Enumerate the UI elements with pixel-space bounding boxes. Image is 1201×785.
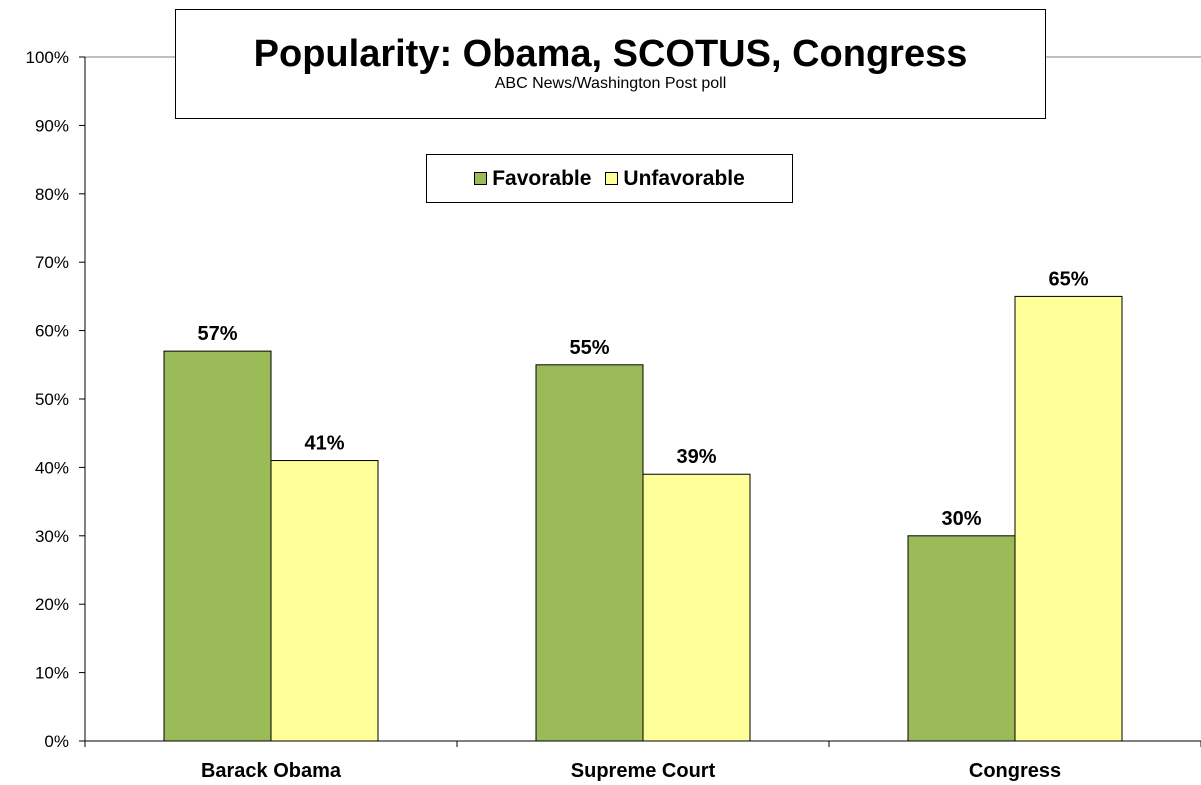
y-tick-label: 30% <box>35 527 69 546</box>
bar-unfavorable <box>1014 295 1123 742</box>
data-label: 30% <box>941 508 981 530</box>
bar-unfavorable <box>642 473 751 742</box>
y-tick-label: 40% <box>35 458 69 477</box>
chart-subtitle: ABC News/Washington Post poll <box>494 75 727 92</box>
x-category-label: Congress <box>969 760 1061 782</box>
legend-item-unfavorable: Unfavorable <box>605 166 745 191</box>
title-box: Popularity: Obama, SCOTUS, Congress ABC … <box>175 9 1046 119</box>
y-tick-label: 100% <box>26 48 69 67</box>
bar-unfavorable <box>270 460 379 742</box>
legend-swatch-favorable <box>474 172 488 185</box>
legend-item-favorable: Favorable <box>474 167 591 191</box>
chart-title: Popularity: Obama, SCOTUS, Congress <box>253 33 968 75</box>
legend-label-unfavorable: Unfavorable <box>623 166 745 190</box>
y-tick-label: 50% <box>35 390 69 409</box>
x-axis-ticks: Barack Obama Supreme Court Congress <box>84 741 1201 782</box>
legend-swatch-unfavorable <box>605 172 619 185</box>
data-label: 55% <box>569 337 609 359</box>
data-label: 41% <box>304 433 344 455</box>
y-axis-ticks: 0% 10% 20% 30% 40% 50% 60% 70% 80% 90% 100% <box>26 48 85 751</box>
data-label: 39% <box>676 446 716 468</box>
y-tick-label: 60% <box>35 322 69 341</box>
y-tick-label: 70% <box>35 253 69 272</box>
legend: Favorable Unfavorable <box>426 154 793 203</box>
legend-label-favorable: Favorable <box>492 166 592 190</box>
x-category-label: Supreme Court <box>571 760 716 782</box>
bar-favorable <box>907 535 1016 742</box>
y-tick-label: 10% <box>35 664 69 683</box>
x-category-label: Barack Obama <box>201 760 342 782</box>
data-labels: 57% 41% 55% 39% 30% 65% <box>197 268 1088 529</box>
bars <box>163 295 1123 742</box>
y-tick-label: 80% <box>35 185 69 204</box>
bar-favorable <box>535 364 644 742</box>
y-tick-label: 0% <box>44 732 69 751</box>
bar-favorable <box>163 350 272 742</box>
y-tick-label: 90% <box>35 116 69 135</box>
data-label: 57% <box>197 323 237 345</box>
data-label: 65% <box>1048 268 1088 290</box>
y-tick-label: 20% <box>35 595 69 614</box>
